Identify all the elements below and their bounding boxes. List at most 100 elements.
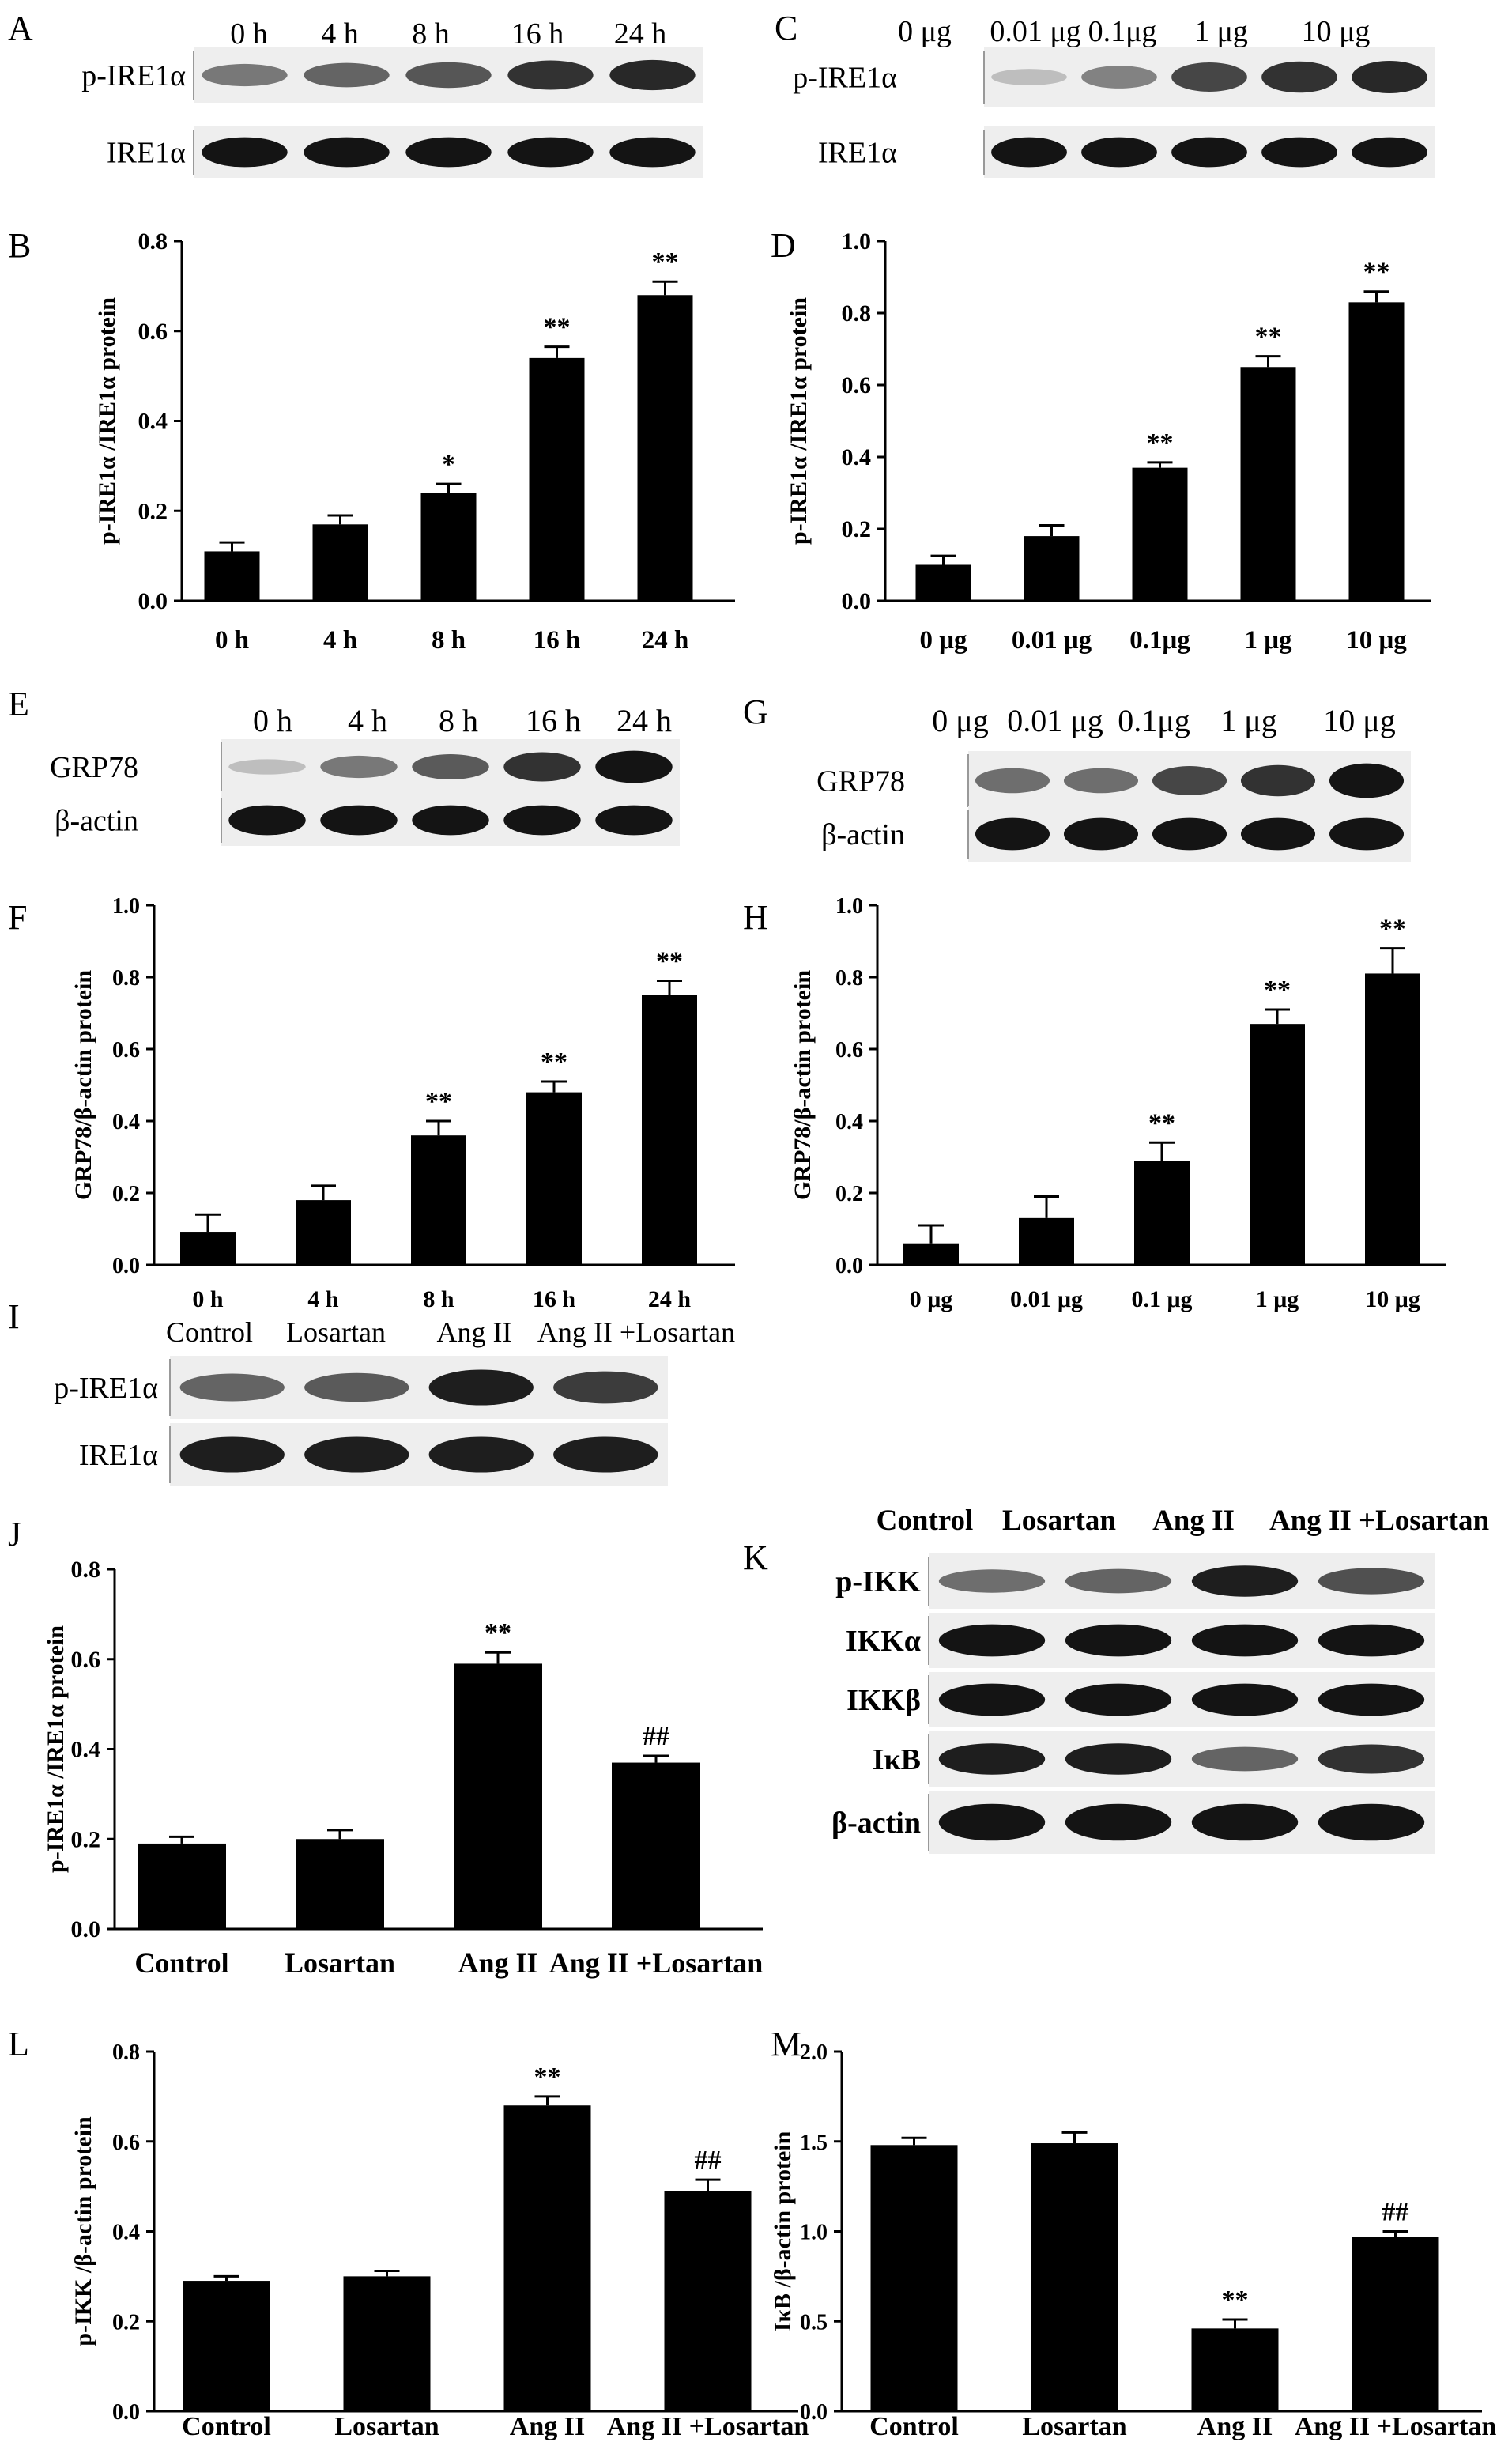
y-tick-label: 0.0: [112, 1254, 140, 1278]
x-tick-label: Control: [182, 2412, 271, 2441]
blot-band: [1191, 1565, 1299, 1597]
blot-band: [320, 755, 398, 779]
blot-band: [938, 1803, 1046, 1841]
blot-band: [428, 1436, 534, 1473]
blot-panel-i: I Control Losartan Ang II Ang II +Losartan p-…: [8, 1297, 735, 1486]
y-tick-label: 0.2: [835, 1182, 863, 1206]
y-tick-label: 0.6: [138, 319, 168, 345]
blot-band: [1063, 768, 1139, 794]
blot-band: [1191, 1746, 1299, 1772]
significance-marker: ##: [643, 1722, 669, 1751]
y-tick-label: 1.0: [835, 894, 863, 919]
y-tick-label: 0.6: [112, 2131, 140, 2155]
x-tick-label: 8 h: [432, 626, 466, 655]
y-axis-label: p-IRE1α /IRE1α protein: [786, 297, 812, 545]
significance-marker: **: [1222, 2286, 1249, 2315]
blot-band: [1063, 817, 1139, 851]
x-tick-label: Control: [134, 1947, 228, 1979]
blot-band: [1171, 137, 1247, 168]
y-tick-label: 0.4: [112, 2221, 140, 2245]
bar: [612, 1762, 700, 1929]
x-tick-label: 4 h: [307, 1286, 339, 1312]
y-tick-label: 0.8: [138, 228, 168, 255]
panel-letter: A: [8, 9, 33, 47]
blot-band: [503, 752, 581, 782]
blot-band: [1065, 1568, 1172, 1594]
blot-band: [304, 137, 390, 168]
bar: [183, 2281, 270, 2411]
bar: [903, 1243, 959, 1265]
x-tick-label: 0.1μg: [1129, 626, 1190, 655]
blot-band: [1261, 61, 1337, 93]
bar: [1031, 2143, 1118, 2411]
significance-marker: **: [541, 1047, 567, 1077]
significance-marker: **: [1147, 428, 1174, 458]
bar: [296, 1200, 351, 1265]
blot-lane-label: 1 μg: [1220, 703, 1276, 738]
blot-band: [1318, 1568, 1425, 1595]
chart-panel-l: L 0.0 0.2 0.4 0.6 0.8 p-IKK /β-actin protein Co…: [8, 2025, 809, 2441]
y-tick-label: 0.4: [71, 1737, 101, 1763]
significance-marker: **: [534, 2063, 561, 2092]
blot-band: [507, 60, 594, 90]
y-axis-label: p-IRE1α /IRE1α protein: [43, 1625, 69, 1873]
significance-marker: **: [485, 1618, 511, 1648]
chart-panel-b: B 0.0 0.2 0.4 0.6 0.8 p-IRE1α /IRE1α protein 0 …: [8, 226, 735, 655]
chart-panel-j: J 0.0 0.2 0.4 0.6 0.8 p-IRE1α /IRE1α protein Co…: [8, 1515, 763, 1979]
bar: [1024, 536, 1080, 601]
blot-band: [1171, 62, 1247, 92]
blot-lane-label: Ang II +Losartan: [1269, 1504, 1490, 1537]
blot-row-label: p-IKK: [835, 1565, 921, 1599]
bar: [1191, 2328, 1279, 2411]
x-tick-label: 1 μg: [1245, 626, 1292, 655]
x-tick-label: Ang II: [458, 1947, 537, 1979]
blot-band: [1318, 1744, 1425, 1774]
blot-lane-label: 0.01 μg: [990, 15, 1080, 48]
blot-band: [991, 137, 1067, 168]
x-tick-label: 0 h: [192, 1286, 224, 1312]
blot-band: [507, 137, 594, 168]
blot-lane-label: 10 μg: [1323, 703, 1395, 738]
blot-panel-k: K Control Losartan Ang II Ang II +Losartan p-…: [743, 1504, 1489, 1854]
blot-band: [1191, 1803, 1299, 1841]
blot-band: [938, 1624, 1046, 1657]
y-tick-label: 0.0: [835, 1254, 863, 1278]
y-tick-label: 1.5: [800, 2131, 828, 2155]
blot-band: [609, 137, 696, 168]
bar: [138, 1843, 226, 1929]
significance-marker: **: [1148, 1108, 1175, 1138]
blot-band: [179, 1373, 285, 1402]
panel-letter: K: [743, 1538, 768, 1577]
y-tick-label: 0.8: [842, 300, 872, 327]
x-tick-label: 16 h: [534, 626, 581, 655]
y-axis-label: p-IKK /β-actin protein: [70, 2116, 96, 2346]
blot-lane-label: 0 μg: [932, 703, 988, 738]
y-tick-label: 0.6: [112, 1038, 140, 1063]
significance-marker: ##: [695, 2146, 722, 2175]
x-tick-label: Ang II +Losartan: [607, 2412, 809, 2441]
blot-band: [412, 805, 489, 836]
blot-band: [975, 768, 1050, 794]
x-tick-label: 0 μg: [910, 1286, 953, 1312]
blot-band: [202, 137, 288, 168]
bar: [1250, 1024, 1305, 1265]
blot-band: [975, 817, 1050, 851]
blot-band: [1318, 1624, 1425, 1657]
bar: [526, 1092, 582, 1265]
blot-row-label: GRP78: [50, 751, 138, 784]
y-tick-label: 0.6: [835, 1038, 863, 1063]
blot-band: [179, 1436, 285, 1473]
x-tick-label: Losartan: [285, 1947, 395, 1979]
x-tick-label: 1 μg: [1256, 1286, 1299, 1312]
blot-lane-label: 0 h: [253, 703, 292, 738]
x-tick-label: Losartan: [1022, 2412, 1126, 2441]
blot-row-label: β-actin: [831, 1806, 921, 1840]
x-tick-label: 10 μg: [1365, 1286, 1420, 1312]
blot-lane-label: 16 h: [511, 17, 564, 51]
bar: [180, 1232, 236, 1265]
y-tick-label: 0.4: [835, 1110, 863, 1134]
blot-row-label: GRP78: [816, 765, 905, 798]
panel-letter: C: [775, 9, 797, 47]
blot-lane-label: 24 h: [616, 703, 672, 738]
blot-band: [1152, 817, 1227, 851]
